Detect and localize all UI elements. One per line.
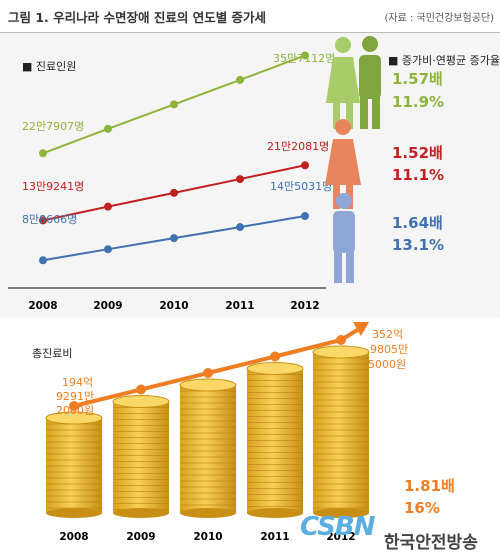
coin-stack-base — [247, 508, 303, 518]
cost-coin-chart: 194억 9291만 2000원 352억 9805만 5000원 2008 2… — [45, 322, 408, 543]
figure-title: 그림 1. 우리나라 수면장애 진료의 연도별 증가세 — [8, 10, 267, 25]
year-label-2010: 2010 — [159, 300, 188, 312]
growth-legend-label: 증가비·연평균 증가율 — [401, 54, 500, 67]
cost-growth-ratio: 1.81배 — [404, 477, 455, 495]
series-1-point-2011 — [236, 175, 244, 184]
cost-year-2009: 2009 — [126, 531, 155, 543]
patients-chart-panel — [0, 33, 500, 318]
cost-year-2008: 2008 — [59, 531, 88, 543]
coin-stack-2010 — [179, 378, 237, 518]
series-2-point-2010 — [170, 234, 178, 243]
coin-stack-2008 — [45, 411, 103, 518]
coin-stack-2011 — [246, 362, 304, 518]
year-label-2009: 2009 — [93, 300, 122, 312]
patients-line-chart: 2008 2009 2010 2011 2012 22만7907명 35만711… — [8, 36, 381, 312]
series-0-point-2008 — [39, 149, 47, 158]
cost-point-2012 — [336, 335, 346, 345]
cost-chart-title: 총진료비 — [32, 347, 73, 360]
series-1-point-2008 — [39, 216, 47, 225]
series-0-point-2012 — [301, 51, 309, 60]
coin-stack-top — [112, 395, 170, 408]
red-start-label: 13만9241명 — [22, 180, 84, 193]
figure-source: (자료 : 국민건강보험공단) — [384, 13, 494, 24]
patients-legend-label: 진료인원 — [35, 60, 77, 73]
blue-start-label: 8만8666명 — [22, 213, 77, 226]
green-growth-rate: 11.9% — [392, 93, 445, 111]
coin-stack-base — [180, 508, 236, 518]
coin-stack-2009 — [112, 395, 170, 518]
cost-start-label-3: 2000원 — [56, 404, 94, 417]
blue-growth-rate: 13.1% — [392, 236, 445, 254]
series-1-point-2012 — [301, 161, 309, 170]
header-divider — [0, 32, 500, 33]
patients-lines — [39, 51, 309, 265]
green-end-label: 35만7112명 — [273, 52, 335, 65]
series-1-point-2009 — [104, 202, 112, 211]
year-label-2008: 2008 — [28, 300, 57, 312]
growth-legend: ■ 증가비·연평균 증가율 — [388, 54, 500, 67]
series-0-point-2011 — [236, 75, 244, 84]
cost-year-2010: 2010 — [193, 531, 222, 543]
series-2-point-2011 — [236, 223, 244, 232]
cost-end-label-1: 352억 — [372, 328, 403, 341]
series-0-point-2009 — [104, 124, 112, 133]
coin-stacks — [45, 345, 370, 518]
coin-stack-body — [113, 401, 169, 513]
coin-stack-base — [113, 508, 169, 518]
year-label-2011: 2011 — [225, 300, 254, 312]
coin-stack-top — [312, 345, 370, 359]
series-2-point-2012 — [301, 212, 309, 221]
series-2-point-2008 — [39, 256, 47, 265]
cost-year-2012: 2012 — [326, 531, 355, 543]
cost-point-2008 — [69, 401, 79, 411]
watermark-text: 한국안전방송 — [384, 533, 478, 553]
cost-trend-arrowhead — [353, 322, 369, 336]
man-figure-icon — [333, 193, 355, 283]
year-label-2012: 2012 — [290, 300, 319, 312]
series-2-point-2009 — [104, 245, 112, 254]
blue-end-label: 14만5031명 — [270, 180, 332, 193]
couple-figure-icon — [326, 36, 381, 129]
coin-stack-top — [179, 378, 237, 392]
coin-stack-body — [46, 418, 102, 513]
coin-stack-top — [246, 362, 304, 375]
red-end-label: 21만2081명 — [267, 140, 329, 153]
series-0-point-2010 — [170, 100, 178, 109]
coin-stack-base — [313, 508, 369, 518]
green-growth-ratio: 1.57배 — [392, 70, 443, 88]
coin-stack-body — [180, 385, 236, 513]
red-growth-ratio: 1.52배 — [392, 144, 443, 162]
cost-end-label-2: 9805만 — [370, 343, 408, 356]
cost-point-2011 — [270, 351, 280, 362]
coin-stack-2012 — [312, 345, 370, 518]
patients-legend: ■ 진료인원 — [22, 60, 77, 73]
cost-start-label-2: 9291만 — [56, 390, 94, 403]
coin-stack-body — [313, 352, 369, 513]
cost-point-2009 — [136, 384, 146, 395]
coin-stack-base — [46, 508, 102, 518]
cost-point-2010 — [203, 368, 213, 378]
blue-growth-ratio: 1.64배 — [392, 214, 443, 232]
green-start-label: 22만7907명 — [22, 120, 84, 133]
cost-end-label-3: 5000원 — [368, 358, 406, 371]
cost-year-2011: 2011 — [260, 531, 289, 543]
cost-growth-rate: 16% — [404, 499, 440, 517]
watermark-logo: CSBN — [300, 512, 375, 542]
cost-start-label-1: 194억 — [62, 376, 93, 389]
coin-stack-top — [45, 411, 103, 425]
cost-trend — [69, 322, 369, 411]
red-growth-rate: 11.1% — [392, 166, 445, 184]
series-1-point-2010 — [170, 188, 178, 197]
